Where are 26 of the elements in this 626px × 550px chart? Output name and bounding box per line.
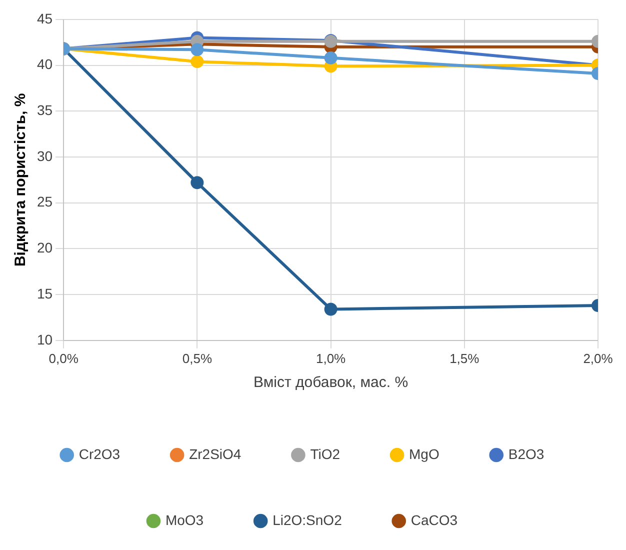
x-tick-label: 2,0%	[583, 350, 614, 366]
legend-label: Li2O:SnO2	[272, 512, 342, 528]
point	[190, 176, 204, 190]
legend-label: Zr2SiO4	[189, 446, 242, 462]
x-axis-title: Вміст добавок, мас. %	[253, 374, 408, 392]
point	[190, 55, 204, 68]
point	[324, 302, 338, 316]
x-tick-label: 0,0%	[48, 350, 79, 366]
y-tick-label: 25	[36, 194, 53, 210]
y-tick-label: 40	[36, 56, 53, 72]
x-tick-label: 0,5%	[182, 350, 212, 366]
y-tick-label: 45	[36, 10, 53, 26]
legend-label: MgO	[409, 446, 440, 462]
y-tick-label: 35	[36, 102, 53, 118]
y-tick-label: 20	[36, 240, 53, 256]
legend-label: B2O3	[508, 446, 544, 462]
x-tick-label: 1,5%	[450, 350, 480, 366]
y-axis-title: Відкрита пористість, %	[12, 93, 30, 267]
y-tick-label: 15	[36, 285, 53, 302]
legend-label: TiO2	[310, 446, 340, 462]
legend-label: CaCO3	[410, 512, 458, 528]
legend-label: MoO3	[165, 512, 204, 528]
x-tick-label: 1,0%	[316, 350, 346, 366]
y-tick-label: 10	[36, 331, 53, 348]
legend-label: Cr2O3	[78, 446, 120, 462]
y-tick-label: 30	[36, 148, 53, 164]
